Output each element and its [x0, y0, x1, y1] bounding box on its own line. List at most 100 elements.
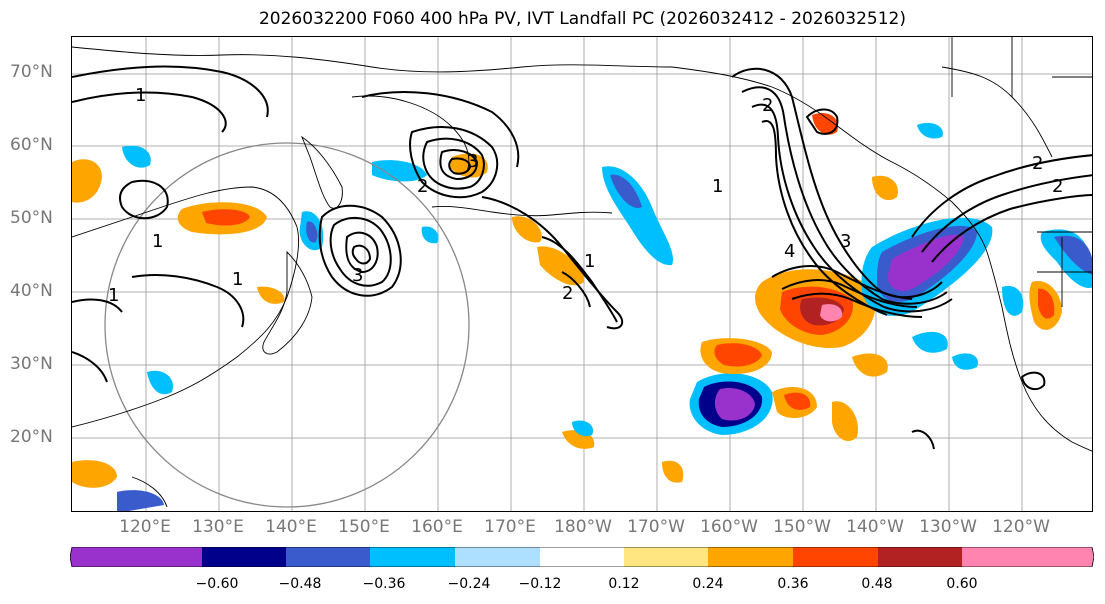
na-west-coast — [986, 251, 1092, 452]
contour-line — [761, 120, 888, 316]
contour-label: 2 — [762, 95, 773, 116]
colorbar — [70, 547, 1094, 567]
colorbar-segment — [624, 547, 708, 567]
colorbar-tick-label: 0.12 — [608, 576, 640, 592]
colorbar-segment — [455, 547, 540, 567]
contour-line — [422, 137, 485, 190]
lon-label: 160°W — [700, 517, 758, 537]
colorbar-tick-label: 0.24 — [692, 576, 724, 592]
colorbar-tick-label: −0.60 — [195, 576, 239, 592]
colorbar-segment — [202, 547, 286, 567]
map-canvas: 1 1 1 1 2 2 2 2 2 3 3 3 4 1 1 — [72, 37, 1092, 511]
contour-line — [911, 154, 1092, 238]
colorbar-tick-label: −0.12 — [518, 576, 562, 592]
ivt-contours — [72, 65, 1092, 450]
chart-title: 2026032200 F060 400 hPa PV, IVT Landfall… — [258, 9, 906, 29]
lon-label: 150°E — [338, 517, 390, 537]
lon-label: 170°E — [484, 517, 536, 537]
contour-line — [921, 174, 1092, 253]
pv-positive-region — [852, 353, 888, 377]
contour-line — [805, 108, 839, 135]
contour-line — [318, 204, 402, 297]
contour-line — [481, 196, 624, 330]
alaska-coast — [671, 66, 988, 253]
lon-label: 150°W — [773, 517, 831, 537]
pv-shading — [72, 112, 1092, 511]
kamchatka — [351, 95, 470, 173]
lon-label: 140°E — [265, 517, 317, 537]
colorbar-tick-label: 0.36 — [777, 576, 809, 592]
contour-label: 2 — [562, 283, 573, 304]
contour-line — [1020, 371, 1046, 391]
lon-label: 130°W — [919, 517, 977, 537]
colorbar-tick-label: −0.48 — [278, 576, 322, 592]
pv-positive-region — [1038, 288, 1055, 319]
contour-label: 1 — [108, 285, 119, 306]
contour-line — [329, 217, 392, 287]
contour-label: 1 — [152, 231, 163, 252]
pv-positive-region — [832, 401, 858, 442]
colorbar-segment — [708, 547, 793, 567]
pv-negative-region — [421, 226, 439, 244]
pv-negative-region — [306, 221, 318, 243]
pv-positive-region — [202, 209, 250, 226]
lon-label: 160°E — [411, 517, 463, 537]
kamchatka-sakhalin — [301, 135, 343, 209]
lon-label: 130°E — [192, 517, 244, 537]
pv-positive-region — [257, 286, 285, 304]
colorbar-segment — [793, 547, 878, 567]
contour-line — [561, 271, 591, 308]
lon-label: 120°W — [992, 517, 1050, 537]
map-panel: 1 1 1 1 2 2 2 2 2 3 3 3 4 1 1 — [71, 36, 1093, 512]
contour-line — [781, 279, 918, 308]
colorbar-tick-label: 0.60 — [946, 576, 978, 592]
colorbar-segments — [70, 547, 1094, 567]
state-borders — [1037, 231, 1092, 307]
political-borders — [951, 37, 1092, 97]
contour-line — [911, 429, 935, 450]
japan-islands — [262, 250, 313, 355]
colorbar-tick-label: −0.24 — [447, 576, 491, 592]
contour-line — [439, 149, 479, 181]
contour-label: 2 — [1032, 153, 1043, 174]
contour-line — [131, 274, 245, 328]
colorbar-segment — [70, 547, 202, 567]
pv-negative-region — [572, 420, 594, 437]
pv-positive-region — [72, 460, 117, 488]
pv-negative-region — [117, 490, 164, 511]
canada-coast — [941, 66, 1053, 158]
contour-line — [72, 91, 227, 133]
contour-line — [72, 65, 269, 118]
pv-negative-region — [1002, 285, 1024, 316]
colorbar-segment — [962, 547, 1094, 567]
pv-negative-region — [952, 353, 978, 370]
pv-negative-region — [912, 331, 948, 353]
contour-label: 3 — [840, 231, 851, 252]
lat-label: 70°N — [10, 62, 53, 82]
pv-positive-region — [812, 112, 838, 135]
contour-label-group: 1 1 1 1 2 2 2 2 2 3 3 3 4 1 1 — [108, 85, 1063, 306]
contour-line — [791, 292, 923, 318]
pv-positive-region — [872, 175, 898, 201]
contour-label: 1 — [135, 85, 146, 106]
colorbar-segment — [370, 547, 455, 567]
contour-label: 2 — [1052, 176, 1063, 197]
coastlines — [72, 37, 1092, 508]
contour-line — [72, 351, 108, 383]
pv-negative-region — [917, 122, 943, 139]
contour-line — [541, 236, 618, 323]
contour-label: 1 — [584, 251, 595, 272]
pv-positive-region — [512, 216, 542, 243]
contour-line — [361, 91, 520, 168]
aleutian-chain — [431, 206, 613, 217]
pv-positive-region — [662, 460, 684, 483]
pv-negative-region — [1054, 235, 1092, 275]
taiwan-philippines — [131, 476, 168, 508]
contour-line — [409, 126, 499, 199]
contour-label: 1 — [232, 269, 243, 290]
pv-negative-region — [714, 387, 755, 421]
contour-line — [351, 244, 372, 265]
contour-line — [119, 179, 169, 220]
colorbar-segment — [540, 547, 624, 567]
pv-negative-region — [610, 174, 642, 208]
